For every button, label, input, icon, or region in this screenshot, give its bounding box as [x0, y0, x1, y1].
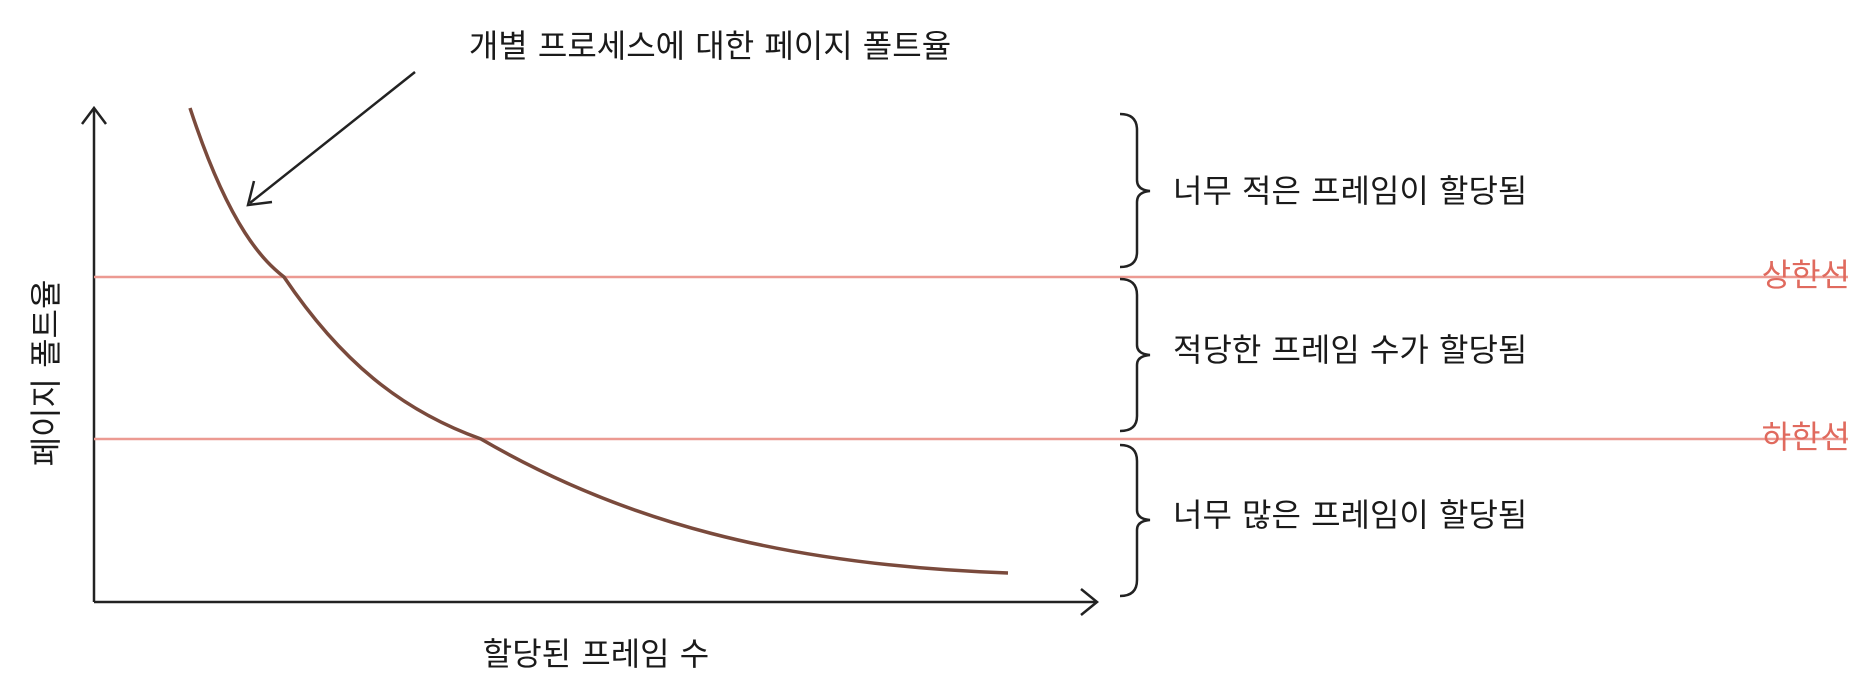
- annotation-arrow: [249, 71, 416, 204]
- brace: [1119, 277, 1151, 433]
- region-label: 적당한 프레임 수가 할당됨: [1173, 331, 1527, 369]
- fault-curve: [188, 107, 1009, 575]
- region-label: 너무 적은 프레임이 할당됨: [1173, 172, 1527, 210]
- region-label: 너무 많은 프레임이 할당됨: [1173, 496, 1527, 534]
- annotation-arrowhead: [246, 180, 273, 207]
- x-axis-arrow: [1080, 588, 1099, 616]
- annotation-label: 개별 프로세스에 대한 페이지 폴트율: [469, 27, 951, 65]
- y-axis-label: 페이지 폴트율: [27, 280, 65, 467]
- y-axis-arrow: [81, 105, 107, 125]
- lower-label: 하한선: [1762, 418, 1850, 456]
- brace: [1119, 443, 1151, 598]
- upper-label: 상한선: [1762, 256, 1850, 294]
- x-axis-label: 할당된 프레임 수: [483, 635, 709, 673]
- brace: [1119, 112, 1151, 269]
